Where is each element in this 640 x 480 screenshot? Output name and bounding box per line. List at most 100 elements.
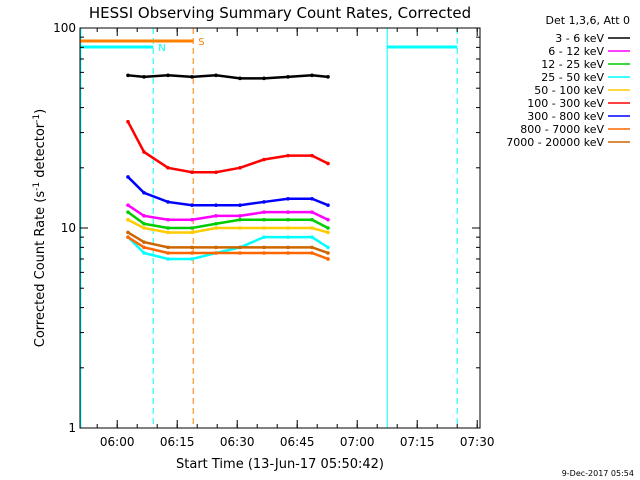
series-7-point-4 — [214, 251, 218, 255]
series-7-point-7 — [286, 251, 290, 255]
series-7-point-9 — [326, 257, 330, 261]
series-8-point-4 — [214, 245, 218, 250]
series-5-point-9 — [326, 161, 330, 166]
footer-date: 9-Dec-2017 05:54 — [562, 469, 634, 478]
series-2-point-9 — [326, 226, 330, 230]
series-8-point-0 — [126, 230, 130, 235]
flag-label-S: S — [198, 37, 204, 48]
legend-label-5: 100 - 300 keV — [527, 97, 604, 110]
series-5-point-6 — [262, 157, 266, 162]
x-tick-label-1: 06:15 — [160, 435, 195, 449]
series-8-point-6 — [262, 245, 266, 250]
series-0-point-9 — [326, 75, 330, 79]
y-axis-label-end: ) — [33, 109, 48, 114]
legend-label-6: 300 - 800 keV — [527, 110, 604, 123]
y-tick-label-0: 1 — [68, 421, 76, 435]
x-axis-label: Start Time (13-Jun-17 05:50:42) — [176, 457, 384, 472]
series-1-point-2 — [166, 217, 170, 222]
series-6-point-7 — [286, 196, 290, 201]
series-5-point-5 — [238, 165, 242, 170]
series-3-point-6 — [262, 235, 266, 239]
x-tick-label-5: 07:15 — [400, 435, 435, 449]
series-4-point-7 — [286, 226, 290, 230]
series-6-point-0 — [126, 175, 130, 179]
chart-title: HESSI Observing Summary Count Rates, Cor… — [89, 4, 471, 22]
flag-label-N: N — [158, 43, 165, 54]
legend-label-3: 25 - 50 keV — [541, 71, 604, 84]
series-4-point-2 — [166, 230, 170, 235]
series-4-point-9 — [326, 230, 330, 235]
x-tick-label-4: 07:00 — [340, 435, 375, 449]
series-6-point-3 — [190, 203, 194, 208]
series-1-point-0 — [126, 203, 130, 208]
series-6-point-2 — [166, 200, 170, 204]
series-2-point-4 — [214, 221, 218, 226]
series-5-point-3 — [190, 170, 194, 175]
series-line-8 — [127, 231, 329, 255]
y-tick-label-1: 10 — [61, 221, 76, 235]
series-5-point-8 — [310, 153, 314, 158]
series-4-point-8 — [310, 226, 314, 230]
series-4-point-3 — [190, 230, 194, 235]
series-2-point-5 — [238, 217, 242, 222]
series-8-point-2 — [166, 245, 170, 250]
series-0-point-4 — [214, 73, 218, 78]
series-6-point-6 — [262, 200, 266, 204]
series-line-0 — [127, 74, 329, 80]
series-7-point-0 — [126, 235, 130, 239]
y-axis-label-main: Corrected Count Rate (s — [33, 191, 48, 348]
legend-label-1: 6 - 12 keV — [548, 45, 604, 58]
series-1-point-4 — [214, 214, 218, 218]
series-6-point-1 — [142, 190, 146, 195]
series-7-point-2 — [166, 251, 170, 255]
legend-label-4: 50 - 100 keV — [534, 84, 604, 97]
series-7-point-5 — [238, 251, 242, 255]
series-5-point-7 — [286, 153, 290, 158]
y-axis-label: Corrected Count Rate (s-1 detector-1) — [32, 109, 48, 347]
series-line-5 — [126, 121, 329, 174]
y-axis-label-sup1: -1 — [32, 182, 42, 191]
series-8-point-1 — [142, 240, 146, 244]
series-2-point-8 — [310, 217, 314, 222]
series-7-point-1 — [142, 245, 146, 250]
series-8-point-3 — [190, 245, 194, 250]
series-3-point-3 — [190, 257, 194, 261]
series-0-point-2 — [166, 73, 170, 78]
series-0-point-7 — [286, 75, 290, 79]
series-3-point-2 — [166, 257, 170, 261]
series-3-point-8 — [310, 235, 314, 239]
series-line-7 — [127, 236, 329, 261]
series-2-point-2 — [166, 226, 170, 230]
series-6-point-8 — [310, 196, 314, 201]
x-tick-label-6: 07:30 — [460, 435, 495, 449]
series-7-point-6 — [262, 251, 266, 255]
series-2-point-1 — [142, 221, 146, 226]
series-3-point-9 — [326, 245, 330, 250]
series-1-point-5 — [238, 214, 242, 218]
series-5-point-1 — [142, 150, 146, 154]
series-1-point-9 — [326, 217, 330, 222]
series-5-point-4 — [214, 170, 218, 175]
legend-label-2: 12 - 25 keV — [541, 58, 604, 71]
series-4-point-5 — [238, 226, 242, 230]
series-line-6 — [127, 176, 329, 207]
series-1-point-7 — [286, 210, 290, 214]
series-2-point-3 — [190, 226, 194, 230]
series-0-point-8 — [310, 73, 314, 78]
series-7-point-3 — [190, 251, 194, 255]
series-0-point-1 — [142, 75, 146, 79]
series-5-point-0 — [126, 119, 130, 124]
series-0-point-0 — [126, 73, 130, 78]
series-2-point-7 — [286, 217, 290, 222]
series-line-3 — [127, 235, 329, 261]
series-0-point-6 — [262, 76, 266, 81]
legend-label-0: 3 - 6 keV — [555, 32, 604, 45]
y-axis-label-mid: detector — [33, 122, 48, 182]
series-0-point-3 — [190, 75, 194, 79]
series-4-point-1 — [142, 226, 146, 230]
series-line-1 — [127, 204, 329, 221]
series-4-point-0 — [126, 217, 130, 222]
y-axis-label-sup2: -1 — [32, 114, 42, 123]
series-3-point-7 — [286, 235, 290, 239]
series-7-point-8 — [310, 251, 314, 255]
